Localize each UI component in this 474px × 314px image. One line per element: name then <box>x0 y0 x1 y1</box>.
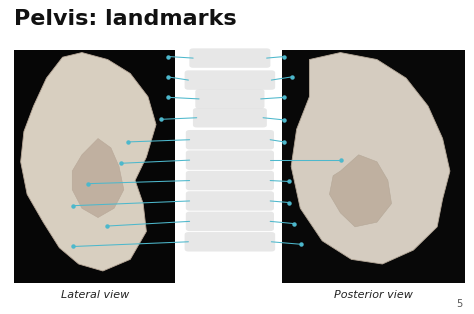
FancyBboxPatch shape <box>189 48 270 68</box>
FancyBboxPatch shape <box>186 130 274 149</box>
Text: Pelvis: landmarks: Pelvis: landmarks <box>14 9 237 30</box>
Polygon shape <box>21 52 156 271</box>
FancyBboxPatch shape <box>184 70 275 90</box>
Polygon shape <box>72 138 124 218</box>
FancyBboxPatch shape <box>184 232 275 252</box>
FancyBboxPatch shape <box>195 89 264 109</box>
Bar <box>14 50 175 283</box>
FancyBboxPatch shape <box>186 171 274 190</box>
Text: 5: 5 <box>456 299 462 309</box>
FancyBboxPatch shape <box>186 150 274 170</box>
Text: Posterior view: Posterior view <box>334 290 413 300</box>
FancyBboxPatch shape <box>186 191 274 211</box>
Polygon shape <box>291 52 450 264</box>
Text: Lateral view: Lateral view <box>61 290 129 300</box>
Bar <box>282 50 465 283</box>
Polygon shape <box>329 155 392 227</box>
FancyBboxPatch shape <box>193 108 267 127</box>
FancyBboxPatch shape <box>186 212 274 231</box>
